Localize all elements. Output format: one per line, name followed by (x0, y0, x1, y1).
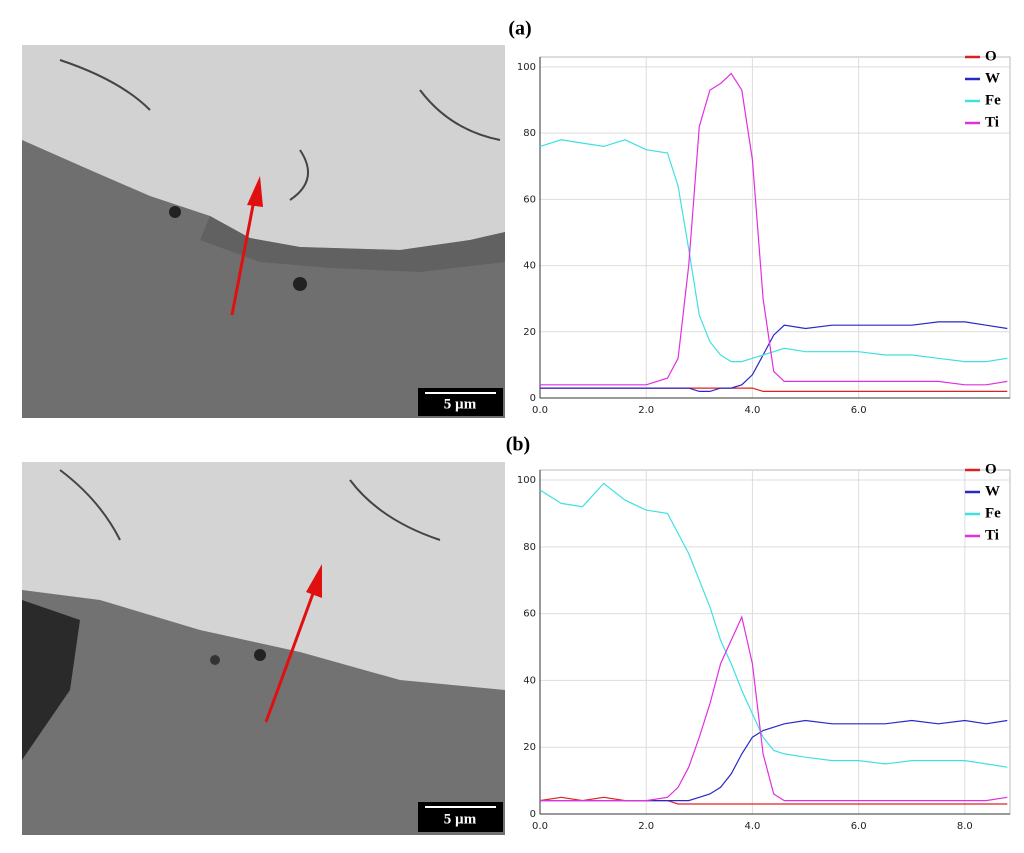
x-tick-label: 6.0 (851, 821, 867, 832)
y-tick-label: 20 (523, 742, 536, 753)
y-tick-label: 80 (523, 128, 536, 139)
legend-label: W (985, 70, 1000, 86)
x-tick-label: 4.0 (744, 821, 760, 832)
panel-label: (b) (506, 434, 530, 456)
x-tick-label: 8.0 (957, 821, 973, 832)
legend-label: Ti (985, 114, 999, 130)
y-tick-label: 0 (530, 809, 536, 820)
legend-label: Fe (985, 92, 1001, 108)
x-tick-label: 6.0 (851, 405, 867, 416)
x-tick-label: 4.0 (744, 405, 760, 416)
x-tick-label: 0.0 (532, 821, 548, 832)
series-line (539, 139, 1008, 363)
plot-area (539, 469, 1011, 815)
y-tick-label: 40 (523, 261, 536, 272)
legend-label: Fe (985, 505, 1001, 521)
x-tick-label: 2.0 (638, 821, 654, 832)
series-line (539, 482, 1008, 768)
plot-area (539, 56, 1011, 399)
sem-image-b: 5 µm (22, 462, 505, 835)
scale-bar-label: 5 µm (444, 811, 477, 827)
y-tick-label: 0 (530, 393, 536, 404)
legend-label: W (985, 483, 1000, 499)
scale-bar-label: 5 µm (444, 396, 477, 412)
panel-label: (a) (508, 18, 531, 40)
x-tick-label: 0.0 (532, 405, 548, 416)
series-line (540, 72, 1008, 386)
y-tick-label: 100 (517, 62, 536, 73)
legend-label: O (985, 461, 997, 477)
series-line (540, 615, 1008, 802)
y-tick-label: 100 (517, 475, 536, 486)
legend-label: Ti (985, 527, 999, 543)
y-tick-label: 40 (523, 675, 536, 686)
y-tick-label: 80 (523, 542, 536, 553)
x-tick-label: 2.0 (638, 405, 654, 416)
sem-image-a: 5 µm (22, 45, 505, 418)
y-tick-label: 60 (523, 194, 536, 205)
legend-label: O (985, 48, 997, 64)
series-line (540, 321, 1008, 392)
y-tick-label: 60 (523, 609, 536, 620)
y-tick-label: 20 (523, 327, 536, 338)
